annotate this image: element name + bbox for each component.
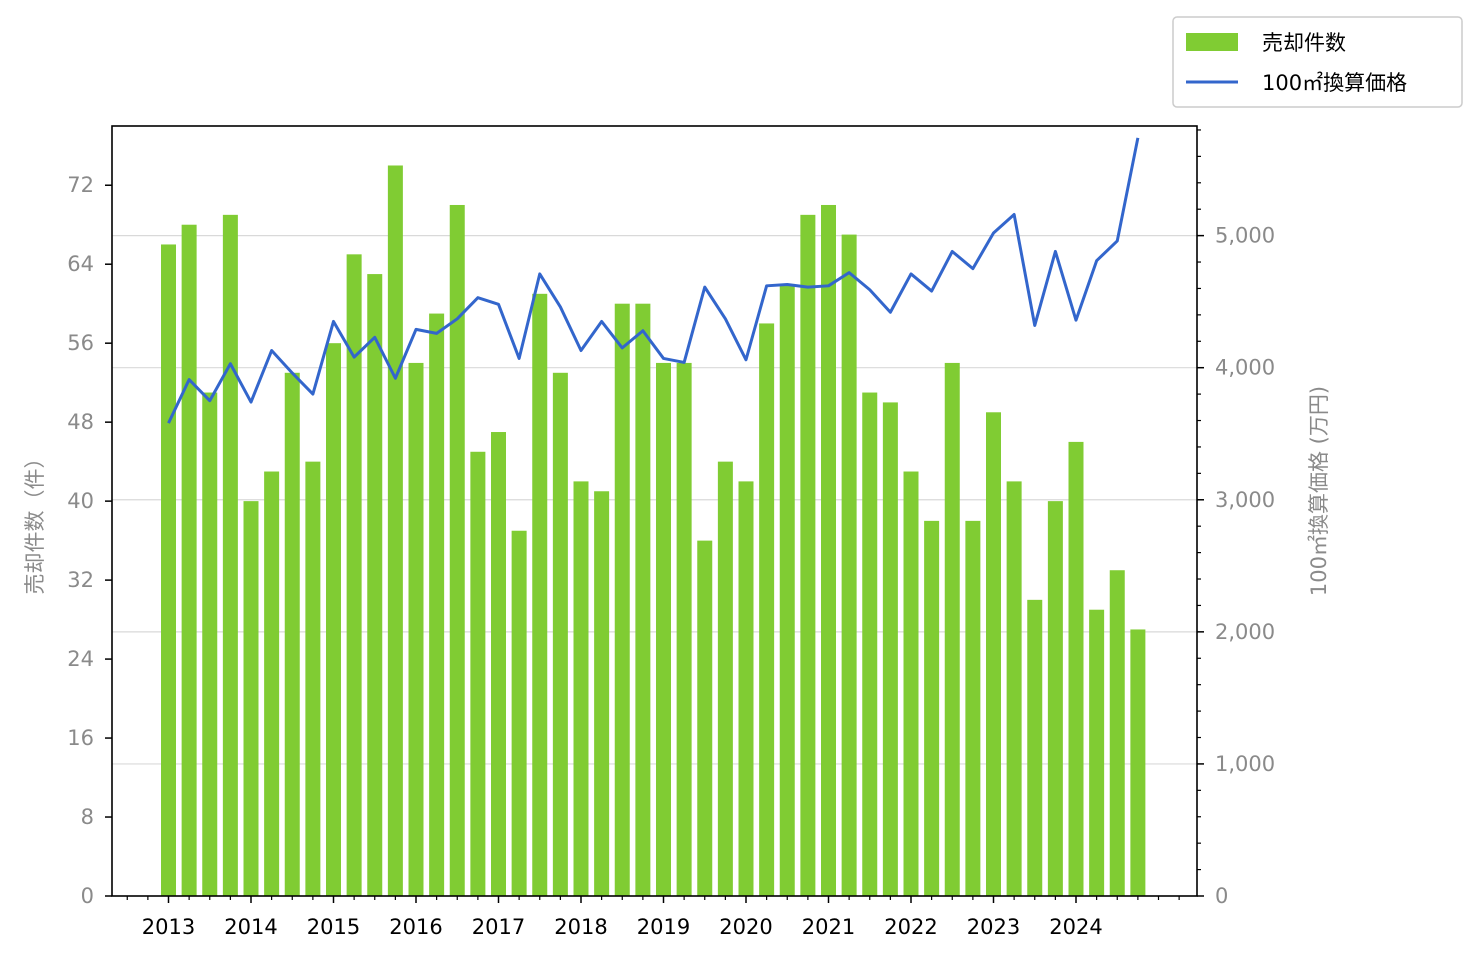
- legend-box: [1172, 16, 1463, 108]
- left-tick-label: 40: [67, 489, 94, 513]
- left-tick-label: 32: [67, 568, 94, 592]
- bar-2017-07: [532, 293, 548, 896]
- bar-2021-10: [882, 402, 898, 896]
- x-axis: 2013 2014 2015 2016 2017 2018 2019 2020 2021 2022…: [126, 896, 1180, 939]
- bar-2020-04: [759, 323, 775, 896]
- left-tick-label: 48: [67, 410, 94, 434]
- legend: 売却件数 100㎡換算価格: [1172, 16, 1463, 108]
- x-tick-label: 2014: [224, 915, 277, 939]
- legend-bar-swatch: [1186, 33, 1238, 51]
- x-tick-label: 2017: [472, 915, 525, 939]
- bar-2023-07: [1027, 599, 1043, 896]
- bar-2016-04: [429, 313, 445, 897]
- x-tick-label: 2021: [802, 915, 855, 939]
- x-tick-label: 2024: [1049, 915, 1102, 939]
- line-series: [167, 137, 1140, 424]
- bar-2014-07: [284, 372, 300, 896]
- bar-2023-10: [1047, 501, 1063, 896]
- x-tick-label: 2023: [967, 915, 1020, 939]
- left-tick-label: 8: [81, 805, 94, 829]
- right-tick-label: 3,000: [1215, 488, 1275, 512]
- bar-2019-10: [717, 461, 733, 896]
- bar-2013-10: [222, 214, 238, 896]
- bar-2022-07: [944, 362, 960, 896]
- left-axis-title: 売却件数（件）: [23, 448, 47, 595]
- bar-2020-07: [779, 283, 795, 896]
- bar-2022-04: [924, 520, 940, 896]
- bar-2017-01: [491, 432, 506, 896]
- x-tick-label: 2015: [307, 915, 360, 939]
- left-tick-label: 56: [67, 331, 94, 355]
- x-tick-label: 2020: [719, 915, 772, 939]
- bar-2021-07: [862, 392, 878, 896]
- right-tick-label: 4,000: [1215, 356, 1275, 380]
- x-tick-label: 2022: [884, 915, 937, 939]
- left-axis: 0 8 16 24 32 40 48 56 64 72: [67, 173, 112, 908]
- right-tick-label: 5,000: [1215, 224, 1275, 248]
- bar-2014-01: [243, 501, 259, 896]
- bar-2016-01: [408, 362, 424, 896]
- bar-2018-07: [614, 303, 630, 896]
- bar-2022-10: [965, 520, 981, 896]
- right-axis: 0 1,000 2,000 3,000 4,000 5,000: [1197, 129, 1275, 908]
- bar-2014-10: [305, 461, 321, 896]
- bar-2015-07: [367, 274, 383, 897]
- x-tick-label: 2016: [389, 915, 442, 939]
- x-tick-label: 2013: [142, 915, 195, 939]
- x-tick-label: 2019: [637, 915, 690, 939]
- bar-2015-01: [326, 343, 341, 897]
- left-tick-label: 0: [81, 884, 94, 908]
- plot-frame: [111, 125, 1198, 897]
- x-tick-label: 2018: [554, 915, 607, 939]
- bar-2024-01: [1068, 441, 1084, 896]
- bar-series: [161, 165, 1146, 897]
- legend-line-label: 100㎡換算価格: [1262, 71, 1407, 95]
- bar-2016-07: [449, 204, 465, 896]
- price-line: [167, 137, 1140, 424]
- bar-2019-04: [676, 362, 692, 896]
- bar-2024-07: [1109, 570, 1125, 896]
- right-tick-label: 0: [1215, 884, 1228, 908]
- bar-2018-10: [635, 303, 651, 896]
- bar-2014-04: [264, 471, 280, 896]
- bar-2023-04: [1006, 481, 1022, 896]
- bar-2019-01: [656, 362, 671, 896]
- bar-2013-07: [202, 392, 218, 896]
- bar-2017-04: [511, 530, 527, 896]
- bar-2018-01: [573, 481, 589, 896]
- bar-2021-04: [841, 234, 857, 897]
- left-tick-label: 24: [67, 647, 94, 671]
- bar-2017-10: [552, 372, 568, 896]
- bar-2019-07: [697, 540, 713, 896]
- bar-2018-04: [594, 491, 610, 896]
- bar-2023-01: [986, 412, 1001, 896]
- bar-2013-01: [161, 244, 176, 896]
- bar-2020-10: [800, 214, 816, 896]
- bar-2024-04: [1089, 609, 1105, 896]
- left-tick-label: 64: [67, 252, 94, 276]
- bar-2016-10: [470, 451, 486, 896]
- right-tick-label: 2,000: [1215, 620, 1275, 644]
- left-tick-label: 72: [67, 173, 94, 197]
- bar-2024-10: [1130, 629, 1146, 896]
- bar-2020-01: [738, 481, 754, 896]
- legend-bar-label: 売却件数: [1262, 31, 1346, 55]
- left-tick-label: 16: [67, 726, 94, 750]
- bar-2015-10: [387, 165, 403, 896]
- right-tick-label: 1,000: [1215, 752, 1275, 776]
- bar-2015-04: [346, 254, 362, 897]
- bar-2022-01: [903, 471, 919, 896]
- bar-2021-01: [821, 204, 836, 896]
- right-axis-title: 100㎡換算価格 (万円): [1307, 386, 1331, 596]
- bar-2013-04: [181, 224, 197, 896]
